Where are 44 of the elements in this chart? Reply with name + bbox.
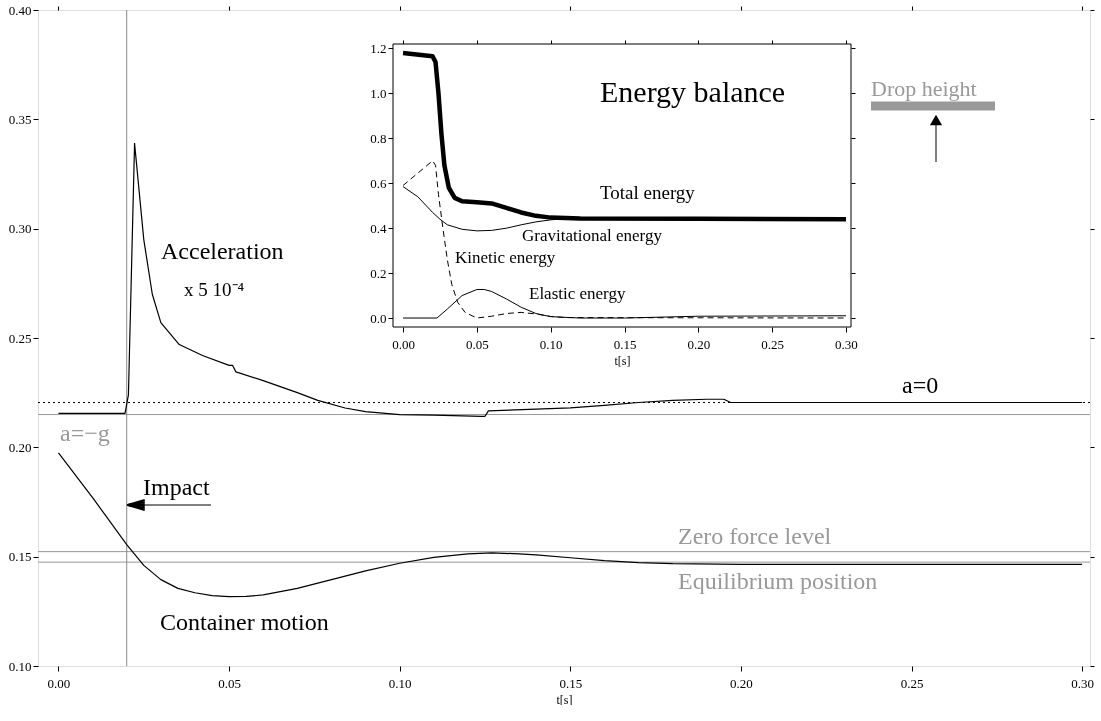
series-label: Elastic energy — [529, 284, 626, 303]
y-tick-label: 0.35 — [8, 111, 32, 127]
y-tick-label: 0.0 — [370, 310, 387, 326]
x-tick-label: 0.30 — [835, 336, 858, 352]
x-tick-label: 0.20 — [730, 675, 753, 691]
x-tick-label: 0.10 — [388, 675, 412, 691]
x-tick-label: 0.25 — [900, 675, 924, 691]
y-tick-label: 0.2 — [370, 265, 387, 281]
y-tick-label: 0.8 — [370, 130, 387, 146]
y-tick-label: 0.30 — [8, 221, 32, 237]
x-tick-label: 0.30 — [1071, 675, 1095, 691]
series-label: Container motion — [160, 609, 329, 635]
x-tick-label: 0.05 — [218, 675, 241, 691]
ref-line-label: a=0 — [902, 371, 939, 398]
ref-line-label: a=−g — [60, 419, 110, 446]
series-label: Kinetic energy — [455, 248, 556, 267]
x-tick-label: 0.00 — [47, 675, 71, 691]
x-tick-label: 0.15 — [559, 675, 583, 691]
series-label: Total energy — [600, 182, 696, 203]
x-tick-label: 0.10 — [539, 336, 563, 352]
y-tick-label: 1.0 — [370, 85, 387, 101]
ref-line-label: Impact — [143, 474, 210, 500]
y-tick-label: 1.2 — [370, 40, 387, 56]
x-axis-title: t[s] — [614, 353, 631, 368]
x-tick-label: 0.15 — [613, 336, 637, 352]
series-label: Acceleration — [161, 238, 284, 264]
y-tick-label: 0.15 — [8, 549, 32, 565]
annotation: Drop height — [871, 76, 977, 101]
ref-line-label: Zero force level — [678, 522, 832, 549]
x-tick-label: 0.20 — [687, 336, 711, 352]
y-tick-label: 0.6 — [370, 175, 387, 191]
series-label: Gravitational energy — [522, 226, 663, 245]
x-tick-label: 0.00 — [392, 336, 415, 352]
y-tick-label: 0.40 — [8, 2, 32, 18]
ref-line-label: Equilibrium position — [678, 568, 878, 595]
y-tick-label: 0.4 — [370, 220, 387, 236]
line-series — [57, 452, 1083, 598]
x-axis-title: t[s] — [556, 692, 573, 707]
y-tick-label: 0.20 — [8, 439, 32, 455]
text: Energy balance — [600, 75, 786, 108]
y-tick-label: 0.10 — [8, 658, 32, 674]
x-tick-label: 0.25 — [761, 336, 785, 352]
annotation: x 5 10⁻⁴ — [184, 279, 245, 300]
x-tick-label: 0.05 — [465, 336, 489, 352]
